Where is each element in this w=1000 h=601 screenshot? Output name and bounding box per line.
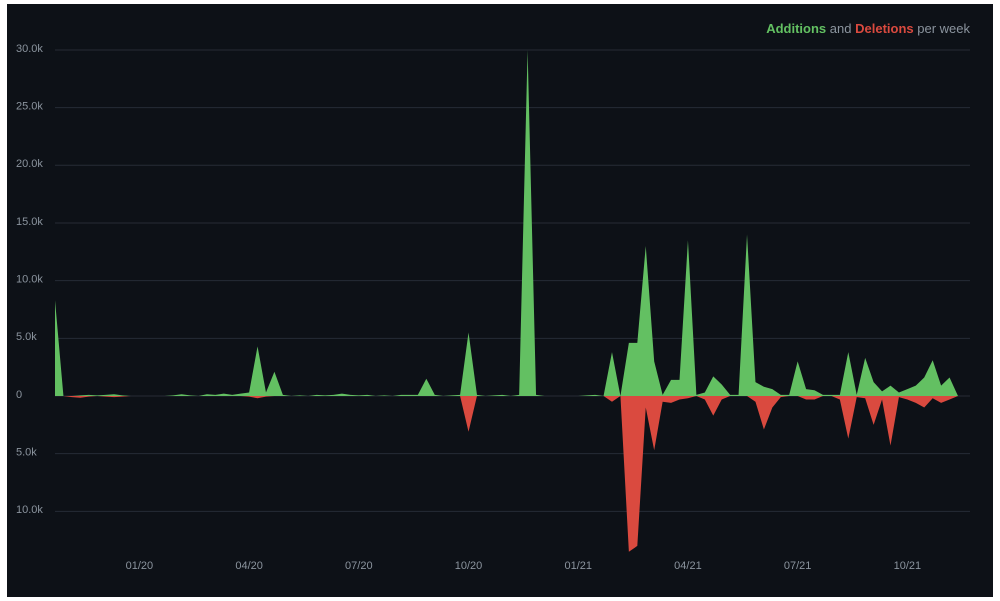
y-tick-label: 25.0k	[16, 101, 43, 113]
panel	[7, 4, 993, 597]
y-tick-label: 0	[16, 389, 22, 401]
x-tick-label: 01/20	[126, 560, 154, 572]
y-tick-label: 30.0k	[16, 43, 43, 55]
x-tick-label: 01/21	[564, 560, 592, 572]
legend-additions: Additions	[766, 21, 826, 36]
y-tick-label: 5.0k	[16, 331, 37, 343]
y-tick-label: 10.0k	[16, 504, 43, 516]
legend-suffix: per week	[917, 21, 970, 36]
y-tick-label: 15.0k	[16, 216, 43, 228]
x-tick-label: 07/21	[784, 560, 812, 572]
y-tick-label: 20.0k	[16, 158, 43, 170]
legend: Additions and Deletions per week	[766, 21, 970, 36]
legend-connector: and	[830, 21, 852, 36]
x-tick-label: 04/20	[235, 560, 263, 572]
legend-deletions: Deletions	[855, 21, 914, 36]
x-tick-label: 04/21	[674, 560, 702, 572]
x-tick-label: 07/20	[345, 560, 373, 572]
x-tick-label: 10/21	[894, 560, 922, 572]
x-tick-label: 10/20	[455, 560, 483, 572]
y-tick-label: 5.0k	[16, 447, 37, 459]
y-tick-label: 10.0k	[16, 274, 43, 286]
